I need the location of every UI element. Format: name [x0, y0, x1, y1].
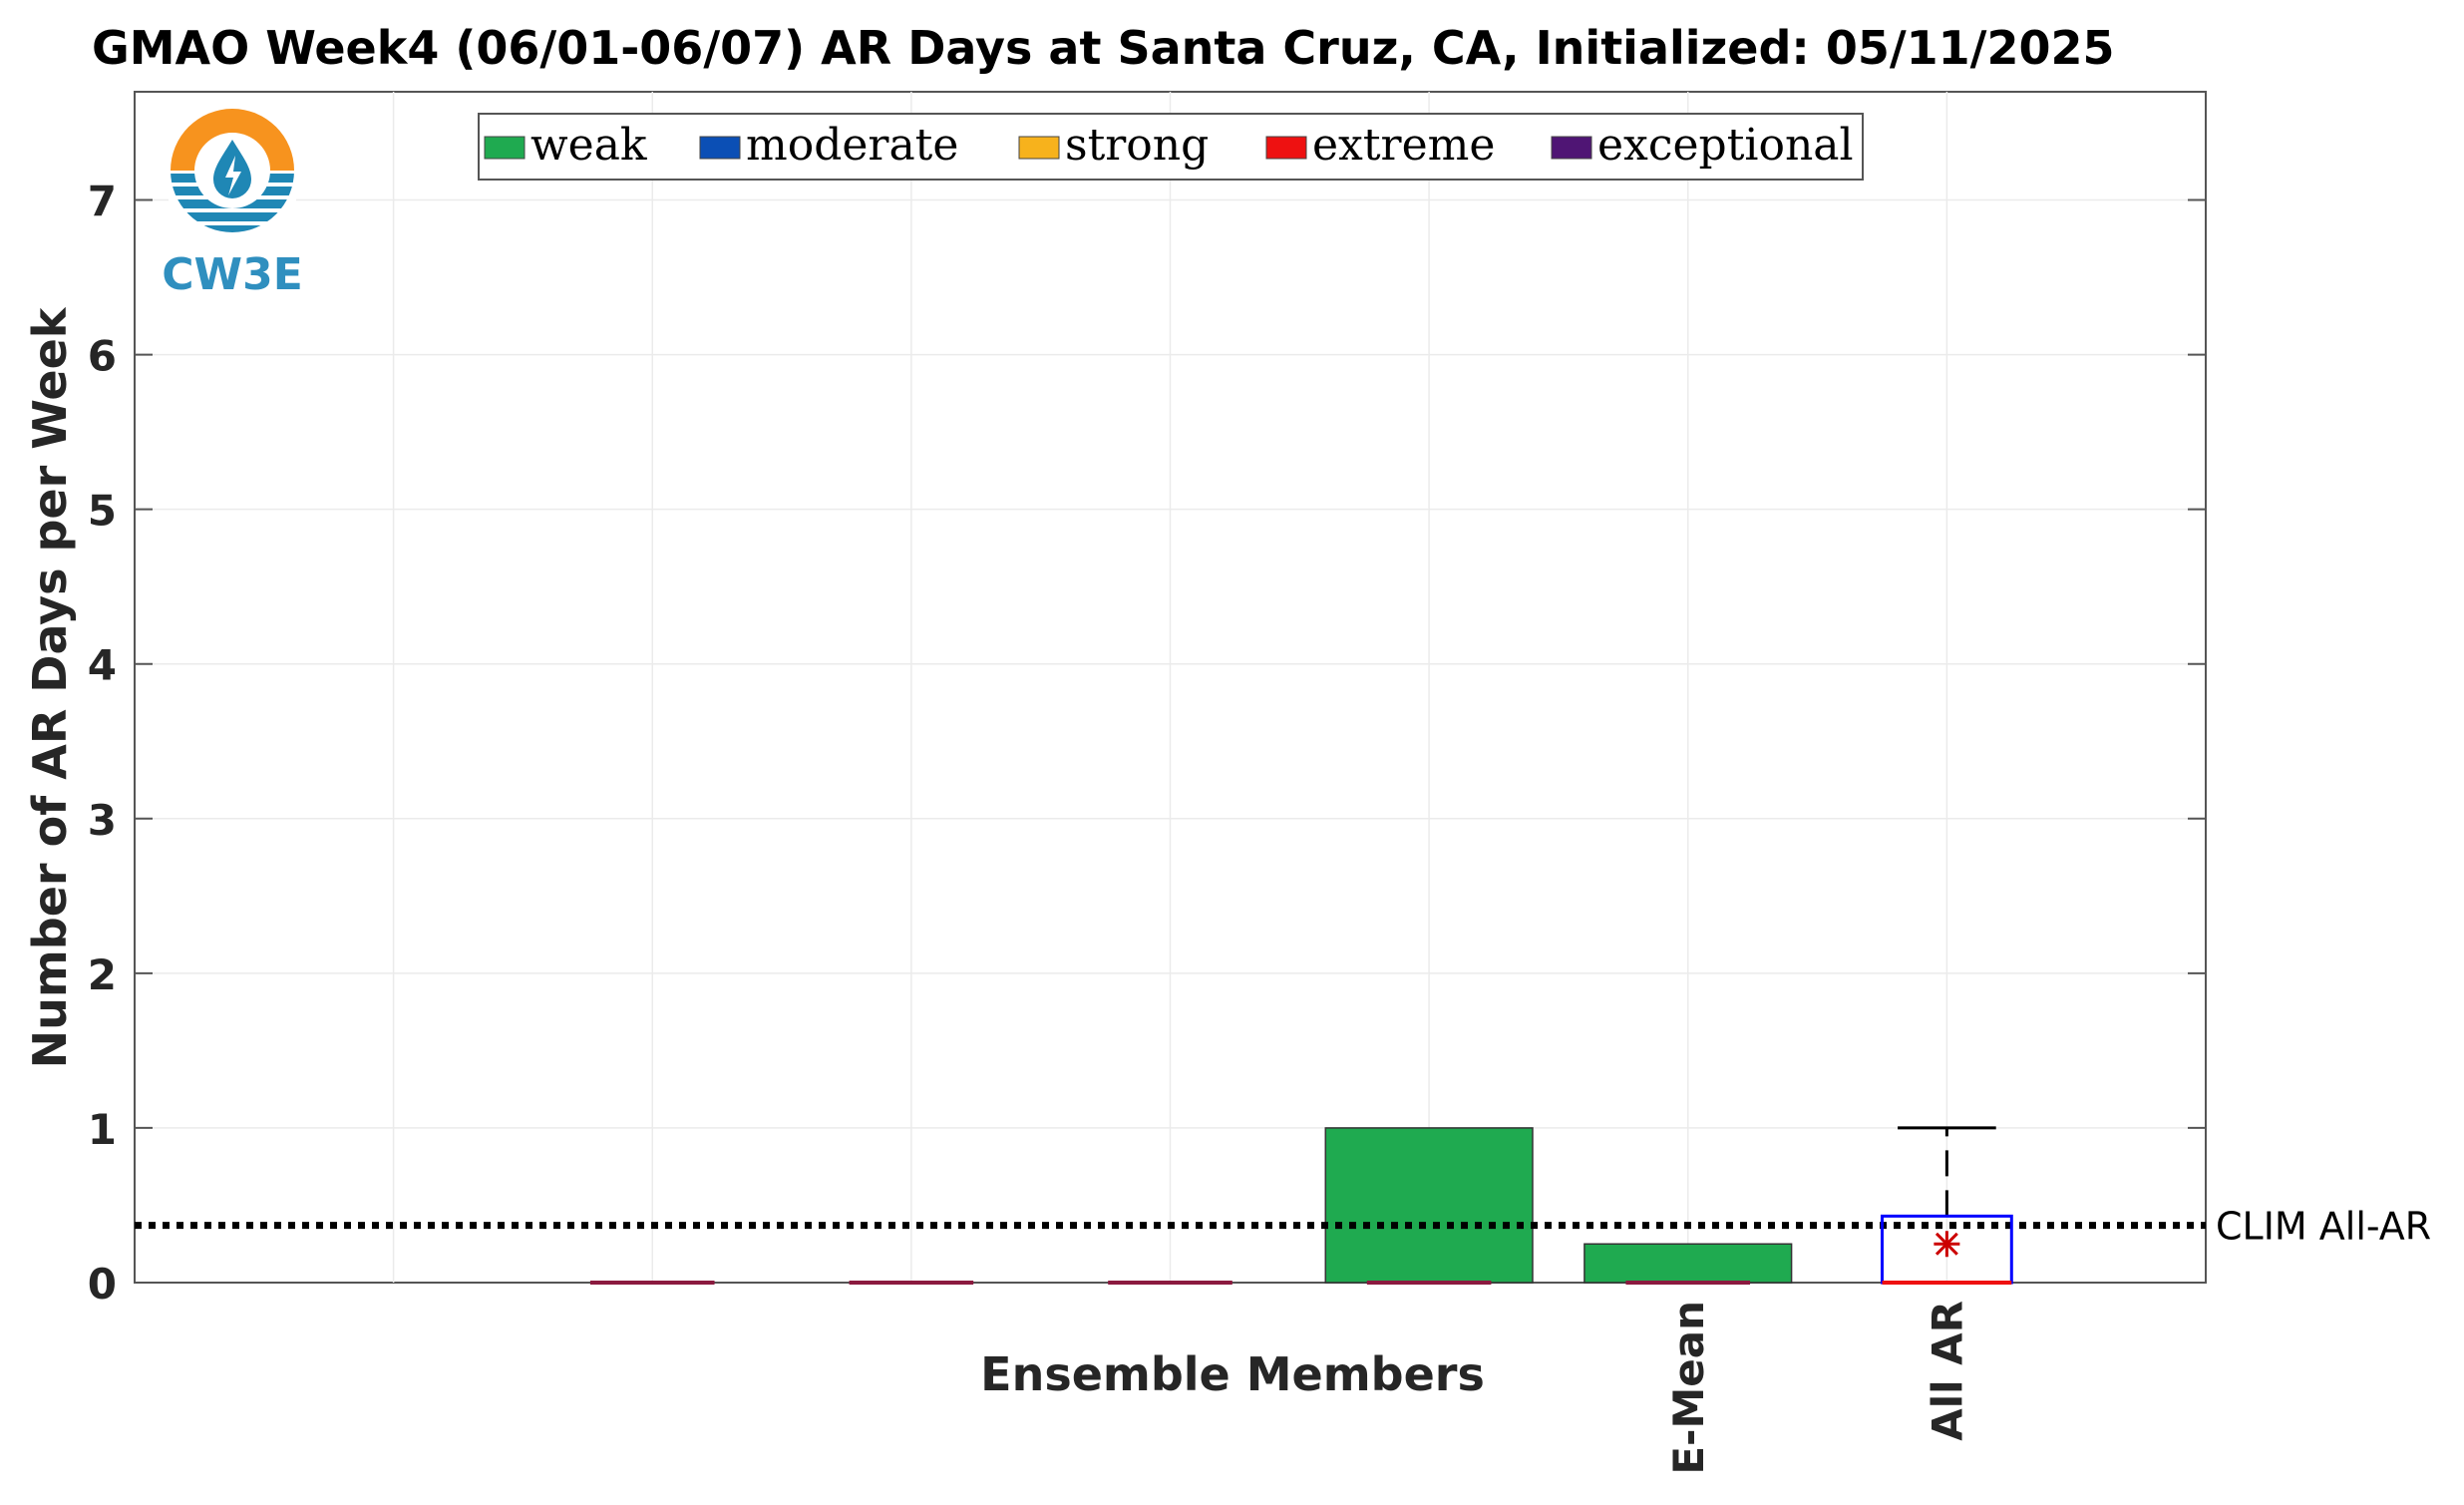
y-tick-label-1: 1 [88, 1105, 117, 1154]
mean-marker-d2 [1935, 1232, 1958, 1256]
legend: weak moderate strong extreme exceptional [478, 113, 1864, 181]
reference-line-label: CLIM All-AR [2216, 1205, 2431, 1249]
y-tick-label-6: 6 [88, 332, 117, 381]
logo-text: CW3E [162, 249, 303, 300]
legend-swatch-strong [1018, 136, 1060, 160]
legend-swatch-extreme [1265, 136, 1307, 160]
x-axis-label: Ensemble Members [980, 1347, 1485, 1401]
logo-wave-5 [171, 225, 294, 232]
y-tick-label-0: 0 [88, 1260, 117, 1309]
legend-swatch-exceptional [1551, 136, 1592, 160]
grid [135, 92, 2206, 1283]
reference-line-group: CLIM All-AR [135, 1205, 2431, 1249]
x-tick-label-6: All AR [1923, 1301, 1971, 1441]
y-axis: 0 1 2 3 4 5 6 7 [88, 178, 2206, 1309]
y-tick-label-7: 7 [88, 178, 117, 226]
legend-swatch-weak [484, 136, 526, 160]
y-axis-label: Number of AR Days per Week [23, 306, 77, 1068]
logo-wave-4 [171, 212, 294, 221]
bar-weak-5 [1584, 1243, 1793, 1284]
y-tick-label-3: 3 [88, 796, 117, 845]
legend-label-exceptional: exceptional [1597, 120, 1854, 171]
bar-weak-4 [1324, 1127, 1534, 1284]
lightning-icon [225, 156, 241, 195]
x-tick-label-5: E-Mean [1664, 1301, 1713, 1475]
y-tick-label-4: 4 [88, 641, 117, 690]
legend-label-moderate: moderate [746, 120, 958, 171]
boxplot-mean-marker [1934, 1231, 1960, 1258]
legend-swatch-moderate [699, 136, 741, 160]
y-tick-label-2: 2 [88, 950, 117, 999]
chart-title: GMAO Week4 (06/01-06/07) AR Days at Sant… [92, 21, 2115, 75]
boxplot [1880, 1126, 2013, 1285]
legend-label-extreme: extreme [1312, 120, 1495, 171]
legend-label-weak: weak [530, 120, 647, 171]
y-tick-label-5: 5 [88, 487, 117, 536]
legend-label-strong: strong [1065, 120, 1209, 171]
cw3e-logo: CW3E [162, 109, 303, 300]
x-axis: E-Mean All AR [1664, 1301, 1972, 1475]
bars [589, 1127, 1793, 1285]
